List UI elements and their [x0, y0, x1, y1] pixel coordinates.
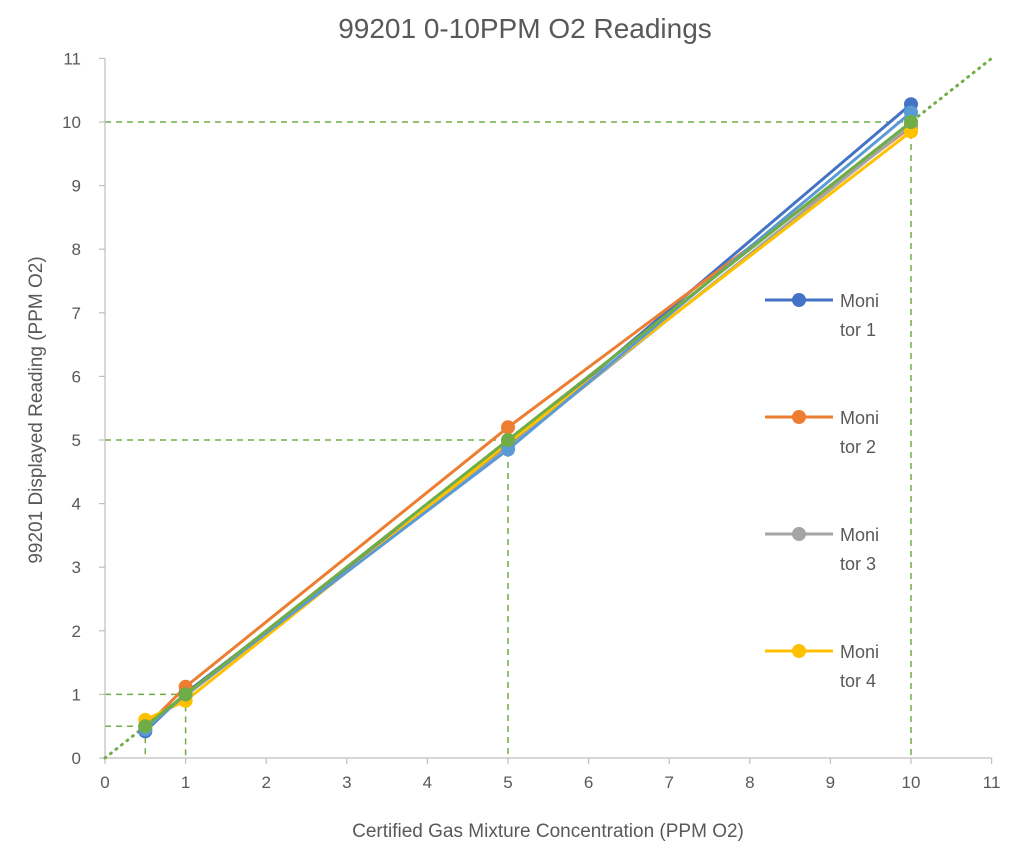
x-tick-label: 3	[342, 773, 351, 792]
series-2-point	[501, 420, 515, 435]
legend-entry-4-text: Moni	[840, 642, 879, 662]
y-tick-label: 4	[72, 495, 81, 514]
x-tick-label: 5	[503, 773, 512, 792]
x-tick-label: 8	[745, 773, 754, 792]
legend-entry-3-text: Moni	[840, 525, 879, 545]
x-axis-label: Certified Gas Mixture Concentration (PPM…	[352, 821, 744, 842]
y-tick-label: 6	[72, 367, 81, 386]
y-tick-label: 1	[72, 685, 81, 704]
y-tick-label: 5	[72, 431, 81, 450]
series-line-6	[144, 120, 912, 728]
legend-entry-3-text: tor 3	[840, 554, 876, 574]
legend-marker-3	[792, 527, 806, 541]
x-tick-label: 4	[423, 773, 432, 792]
x-tick-label: 7	[664, 773, 673, 792]
y-tick-label: 0	[72, 749, 81, 768]
legend-entry-1-text: tor 1	[840, 320, 876, 340]
x-tick-label: 9	[826, 773, 835, 792]
chart-title: 99201 0-10PPM O2 Readings	[338, 13, 712, 44]
x-tick-label: 6	[584, 773, 593, 792]
legend-entry-1-text: Moni	[840, 291, 879, 311]
x-tick-label: 1	[181, 773, 190, 792]
y-tick-label: 11	[63, 49, 81, 68]
y-axis-label: 99201 Displayed Reading (PPM O2)	[26, 256, 47, 563]
y-tick-label: 10	[62, 113, 81, 132]
legend-entry-2-text: Moni	[840, 408, 879, 428]
y-tick-label: 8	[72, 240, 81, 259]
y-tick-label: 2	[72, 622, 81, 641]
series-6-point	[904, 115, 918, 129]
legend-entry-4-text: tor 4	[840, 671, 876, 691]
series-6-point	[178, 687, 193, 702]
plot-area: 0 1 2 3 4 5 6 7 8 9 10 11 0 1 2 3 4 5 6 7 8 9 10 11 Moni tor 1 Mon…	[62, 49, 1000, 792]
y-tick-label: 7	[72, 304, 81, 323]
y-tick-label: 3	[72, 558, 81, 577]
legend-marker-4	[792, 644, 806, 658]
series-6-point	[501, 433, 515, 447]
x-tick-label: 2	[261, 773, 270, 792]
series-line-2	[144, 125, 912, 729]
x-tick-label: 10	[902, 773, 921, 792]
series-6-point	[138, 719, 153, 734]
x-tick-label: 0	[100, 773, 109, 792]
legend-marker-2	[792, 410, 806, 424]
x-tick-label: 11	[983, 773, 1001, 792]
legend-entry-2-text: tor 2	[840, 437, 876, 457]
y-tick-label: 9	[72, 177, 81, 196]
legend-marker-1	[792, 293, 806, 307]
